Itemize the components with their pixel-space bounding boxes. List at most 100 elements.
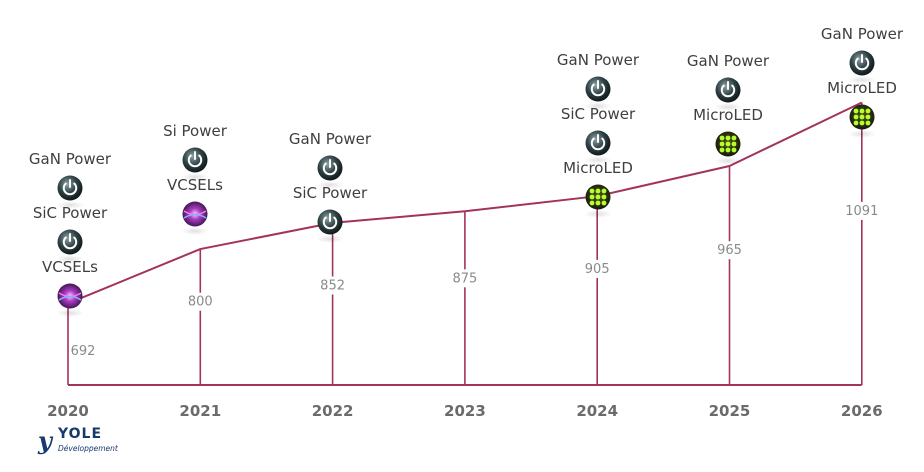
power-arc — [62, 236, 78, 250]
led-dot — [719, 141, 725, 147]
led-dot — [601, 194, 607, 200]
power-icon — [316, 155, 344, 189]
value-label-bg — [183, 292, 218, 311]
data-label: 692 — [71, 344, 96, 359]
technology-label: GaN Power — [557, 51, 640, 69]
led-dot — [725, 147, 731, 153]
led-dot — [601, 200, 607, 206]
technology-label: GaN Power — [821, 25, 904, 43]
power-arc — [590, 137, 606, 151]
power-icon — [181, 147, 209, 181]
led-dot — [865, 108, 871, 114]
plot-area: 692 800 852 875 905 965 1091 2020 2021 2022 2023 20… — [29, 25, 904, 420]
led-dot — [859, 120, 865, 126]
technology-label: Si Power — [163, 122, 228, 140]
led-dot — [725, 135, 731, 141]
led-dot — [595, 194, 601, 200]
power-arc — [322, 216, 338, 230]
logo-name: YOLE — [58, 426, 103, 442]
technology-label: VCSELs — [167, 176, 223, 194]
led-dot — [853, 108, 859, 114]
led-dot — [719, 147, 725, 153]
x-tick-label: 2021 — [179, 402, 221, 420]
led-dot — [853, 114, 859, 120]
x-tick-label: 2022 — [312, 402, 354, 420]
led-dot — [595, 188, 601, 194]
led-dot — [853, 120, 859, 126]
icon-shadow — [584, 156, 612, 164]
led-dot — [725, 141, 731, 147]
icon-shadow — [56, 309, 84, 317]
vcsel-laser-icon — [56, 283, 84, 317]
icon-shadow — [181, 173, 209, 181]
x-tick-label: 2020 — [47, 402, 89, 420]
icon-shadow — [848, 130, 876, 138]
led-dot — [731, 135, 737, 141]
power-icon — [56, 229, 84, 263]
led-dot — [595, 200, 601, 206]
led-dot — [589, 188, 595, 194]
laser-beam — [58, 295, 82, 301]
x-tick-label: 2023 — [444, 402, 486, 420]
power-arc — [62, 182, 78, 196]
led-dot — [719, 135, 725, 141]
technology-label: GaN Power — [687, 52, 770, 70]
technology-label: MicroLED — [693, 106, 763, 124]
logo-mark: y — [38, 426, 52, 455]
laser-beam — [183, 213, 207, 219]
value-label-bg — [447, 269, 482, 288]
power-arc — [854, 57, 870, 71]
x-tick-label: 2026 — [841, 402, 883, 420]
icon-shadow — [714, 103, 742, 111]
technology-label: SiC Power — [293, 184, 368, 202]
logo-subtitle: Développement — [58, 444, 118, 453]
icon-shadow — [56, 201, 84, 209]
microled-grid-icon — [584, 184, 612, 218]
technology-label: GaN Power — [29, 150, 112, 168]
icon-shadow — [56, 255, 84, 263]
icon-shadow — [316, 235, 344, 243]
icon-shadow — [714, 157, 742, 165]
technology-label: MicroLED — [563, 159, 633, 177]
microled-grid-icon — [848, 104, 876, 138]
power-icon — [316, 209, 344, 243]
power-arc — [322, 162, 338, 176]
series-line — [67, 101, 863, 305]
icon-shadow — [316, 181, 344, 189]
led-dot — [589, 200, 595, 206]
led-dot — [731, 141, 737, 147]
led-dot — [589, 194, 595, 200]
icon-shadow — [848, 76, 876, 84]
data-label: 965 — [717, 243, 742, 258]
led-dot — [859, 108, 865, 114]
value-label-bg — [315, 276, 350, 295]
technology-label: VCSELs — [42, 258, 98, 276]
power-icon — [584, 76, 612, 110]
data-label: 800 — [188, 295, 213, 310]
power-arc — [590, 83, 606, 97]
led-dot — [731, 147, 737, 153]
technology-label: MicroLED — [827, 79, 897, 97]
data-label: 875 — [452, 271, 477, 286]
value-label-bg — [712, 241, 747, 260]
led-dot — [601, 188, 607, 194]
technology-label: GaN Power — [289, 130, 372, 148]
yole-logo: y YOLE Développement — [38, 424, 128, 464]
value-label-bg — [844, 201, 879, 220]
icon-shadow — [584, 210, 612, 218]
x-tick-label: 2025 — [709, 402, 751, 420]
microled-grid-icon — [714, 131, 742, 165]
x-tick-label: 2024 — [576, 402, 618, 420]
power-icon — [584, 130, 612, 164]
led-dot — [865, 114, 871, 120]
power-icon — [714, 77, 742, 111]
technology-label: SiC Power — [561, 105, 636, 123]
led-dot — [859, 114, 865, 120]
value-label-bg — [580, 259, 615, 278]
data-label: 905 — [585, 262, 610, 277]
data-label: 852 — [320, 278, 345, 293]
power-arc — [720, 84, 736, 98]
vcsel-laser-icon — [181, 201, 209, 235]
power-icon — [56, 175, 84, 209]
